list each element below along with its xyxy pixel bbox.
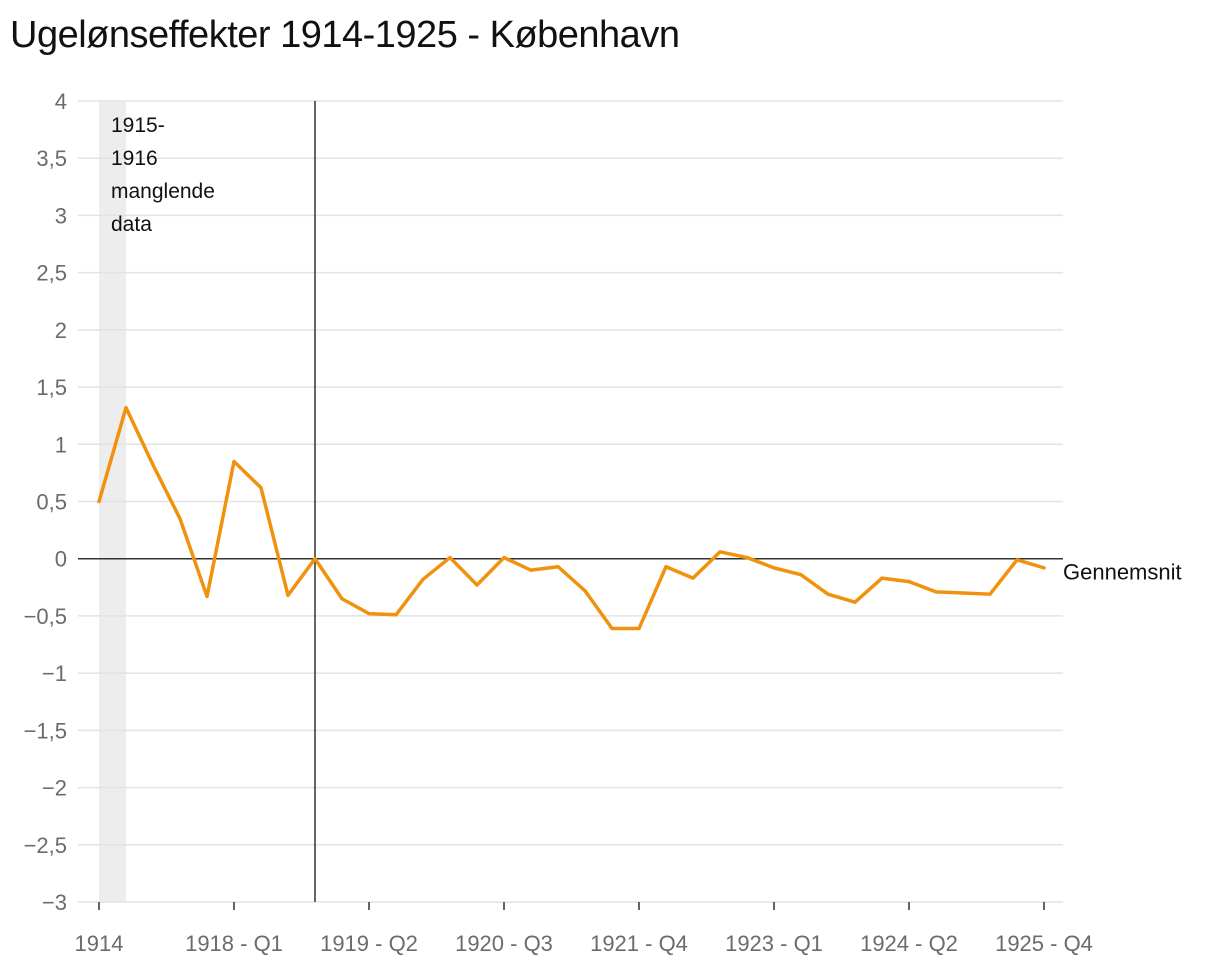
data-point	[853, 600, 857, 604]
data-point	[313, 557, 317, 561]
y-tick-label: 0	[55, 547, 67, 572]
average-line-label: Gennemsnit	[1063, 560, 1182, 585]
x-tick-label: 1923 - Q1	[725, 931, 823, 956]
data-point	[1042, 566, 1046, 570]
data-point	[556, 565, 560, 569]
y-tick-label: −0,5	[24, 604, 67, 629]
x-tick-label: 1918 - Q1	[185, 931, 283, 956]
data-point	[1015, 558, 1019, 562]
x-tick-label: 1919 - Q2	[320, 931, 418, 956]
y-tick-label: 0,5	[36, 490, 67, 515]
missing-data-annotation: 1916	[111, 147, 158, 170]
data-point	[475, 583, 479, 587]
x-tick-label: 1920 - Q3	[455, 931, 553, 956]
data-point	[907, 580, 911, 584]
data-point	[988, 592, 992, 596]
data-point	[772, 566, 776, 570]
data-point	[394, 613, 398, 617]
y-tick-label: −1	[42, 661, 67, 686]
x-tick-label: 1914	[75, 931, 124, 956]
data-point	[259, 486, 263, 490]
data-point	[286, 593, 290, 597]
x-tick-label: 1925 - Q4	[995, 931, 1093, 956]
data-point	[799, 573, 803, 577]
data-point	[961, 591, 965, 595]
x-tick-label: 1921 - Q4	[590, 931, 688, 956]
data-point	[502, 555, 506, 560]
y-tick-label: −2,5	[24, 833, 67, 858]
data-point	[718, 550, 722, 554]
data-point	[421, 577, 425, 581]
y-tick-label: 4	[55, 89, 67, 114]
y-tick-label: −1,5	[24, 718, 67, 743]
missing-data-annotation: manglende	[111, 180, 215, 203]
data-point	[691, 576, 695, 580]
data-point	[124, 406, 128, 410]
data-point	[583, 589, 587, 593]
y-tick-label: 3,5	[36, 146, 67, 171]
x-tick-label: 1924 - Q2	[860, 931, 958, 956]
data-point	[178, 517, 182, 521]
data-point	[637, 626, 641, 631]
series-line	[97, 405, 1046, 631]
chart-title: Ugelønseffekter 1914-1925 - København	[10, 14, 680, 56]
data-point	[151, 463, 155, 467]
data-point	[448, 555, 452, 560]
data-point	[97, 499, 101, 504]
data-point	[340, 597, 344, 601]
data-point	[610, 626, 614, 631]
data-point	[880, 576, 884, 580]
y-tick-label: 2	[55, 318, 67, 343]
y-tick-label: −3	[42, 890, 67, 915]
data-point	[529, 568, 533, 572]
y-tick-label: −2	[42, 776, 67, 801]
data-point	[745, 555, 749, 560]
data-point	[826, 592, 830, 596]
data-point	[205, 594, 209, 599]
data-point	[934, 590, 938, 594]
missing-data-annotation: 1915-	[111, 114, 165, 137]
y-tick-label: 1	[55, 432, 67, 457]
data-point	[232, 459, 236, 464]
missing-data-annotation: data	[111, 213, 152, 236]
data-point	[664, 565, 668, 569]
data-point	[367, 612, 371, 616]
y-tick-label: 1,5	[36, 375, 67, 400]
y-tick-label: 3	[55, 203, 67, 228]
y-tick-label: 2,5	[36, 261, 67, 286]
